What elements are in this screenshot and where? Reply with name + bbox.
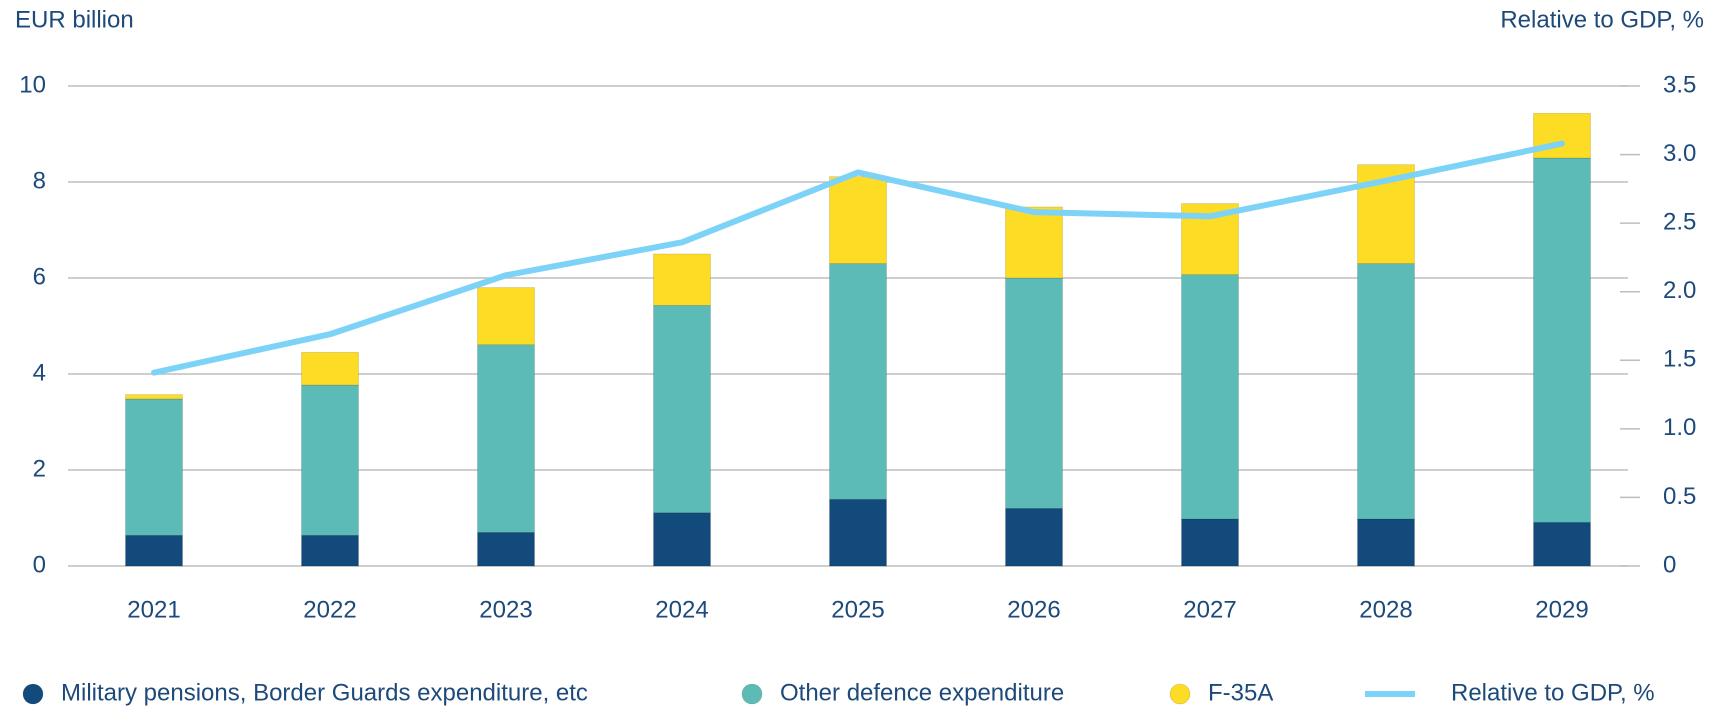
- y2-tick-label: 1.5: [1663, 346, 1696, 373]
- bar-segment: [477, 532, 535, 567]
- y2-tick-label: 1.0: [1663, 414, 1696, 441]
- legend-label: Other defence expenditure: [780, 679, 1064, 706]
- bar-segment: [653, 305, 711, 514]
- bar-segment: [1533, 113, 1591, 159]
- bar-segment: [1533, 522, 1591, 567]
- legend-marker: [741, 683, 763, 705]
- legend-marker: [1169, 683, 1191, 705]
- legend-label: F-35A: [1208, 679, 1273, 706]
- y2-tick-label: 3.0: [1663, 140, 1696, 167]
- legend-label: Military pensions, Border Guards expendi…: [61, 679, 588, 706]
- bar-segment: [829, 498, 887, 567]
- x-tick-label: 2024: [655, 596, 708, 623]
- x-tick-label: 2026: [1007, 596, 1060, 623]
- x-tick-label: 2028: [1359, 596, 1412, 623]
- legend-label: Relative to GDP, %: [1451, 679, 1655, 706]
- bar-segment: [301, 534, 359, 567]
- line-series: [151, 140, 1565, 376]
- y2-tick-label: 2.5: [1663, 208, 1696, 235]
- x-tick-label: 2029: [1535, 596, 1588, 623]
- bar-segment: [125, 394, 183, 400]
- y2-tick-label: 0.5: [1663, 483, 1696, 510]
- y-tick-label: 2: [33, 455, 46, 482]
- bar-segment: [653, 512, 711, 567]
- y-tick-label: 4: [33, 359, 46, 386]
- bar-segment: [1181, 518, 1239, 567]
- y-tick-label: 0: [33, 551, 46, 578]
- y-tick-label: 6: [33, 263, 46, 290]
- bar-segment: [1005, 508, 1063, 567]
- bar-segment: [1533, 157, 1591, 523]
- legend-marker: [22, 683, 44, 705]
- bar-segment: [1181, 274, 1239, 520]
- x-tick-label: 2021: [127, 596, 180, 623]
- x-tick-label: 2025: [831, 596, 884, 623]
- bar-segment: [301, 352, 359, 386]
- y2-tick-label: 3.5: [1663, 71, 1696, 98]
- x-tick-label: 2027: [1183, 596, 1236, 623]
- y2-tick-label: 0: [1663, 551, 1676, 578]
- bar-segment: [829, 263, 887, 500]
- bar-segment: [1357, 263, 1415, 520]
- bar-segment: [1357, 518, 1415, 567]
- y-axis-label: EUR billion: [15, 6, 134, 33]
- y-tick-label: 10: [19, 71, 46, 98]
- bar-segment: [125, 534, 183, 567]
- y-tick-label: 8: [33, 167, 46, 194]
- y2-axis-label: Relative to GDP, %: [1500, 6, 1704, 33]
- bar-segment: [477, 287, 535, 346]
- bar-segment: [125, 398, 183, 536]
- bar-segment: [1005, 206, 1063, 279]
- x-tick-label: 2022: [303, 596, 356, 623]
- bar-segment: [1005, 277, 1063, 509]
- bar-segment: [477, 344, 535, 533]
- y2-tick-label: 2.0: [1663, 277, 1696, 304]
- bar-segment: [653, 253, 711, 306]
- bar-segment: [301, 384, 359, 536]
- x-tick-label: 2023: [479, 596, 532, 623]
- bar-segment: [829, 176, 887, 264]
